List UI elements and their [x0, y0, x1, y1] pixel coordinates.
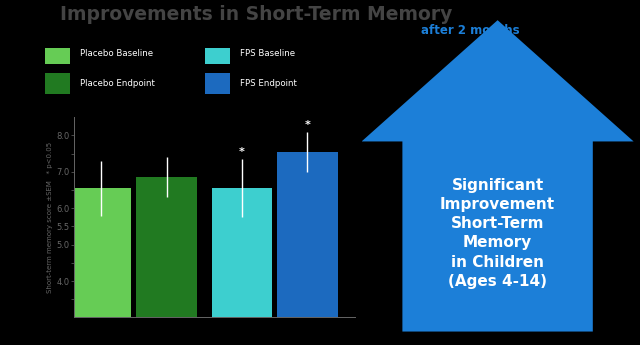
Text: *: *: [239, 147, 245, 157]
Bar: [45, 43, 70, 64]
Bar: [71, 188, 131, 317]
Text: Significant
Improvement
Short-Term
Memory
in Children
(Ages 4-14): Significant Improvement Short-Term Memor…: [440, 178, 555, 289]
Bar: [205, 43, 230, 64]
Text: Improvements in Short-Term Memory: Improvements in Short-Term Memory: [60, 5, 452, 24]
Text: Placebo Baseline: Placebo Baseline: [80, 49, 153, 58]
Text: FPS Endpoint: FPS Endpoint: [240, 79, 297, 88]
Y-axis label: Short-term memory score ±SEM   * p<0.05: Short-term memory score ±SEM * p<0.05: [47, 142, 53, 293]
Bar: [205, 72, 230, 93]
Text: *: *: [305, 120, 310, 130]
Bar: [212, 188, 272, 317]
Text: FPS Baseline: FPS Baseline: [240, 49, 295, 58]
Bar: [45, 72, 70, 93]
Bar: [136, 177, 197, 317]
Polygon shape: [362, 20, 634, 332]
Text: after 2 months: after 2 months: [421, 24, 520, 37]
Text: Placebo Endpoint: Placebo Endpoint: [80, 79, 155, 88]
Bar: [277, 152, 338, 317]
